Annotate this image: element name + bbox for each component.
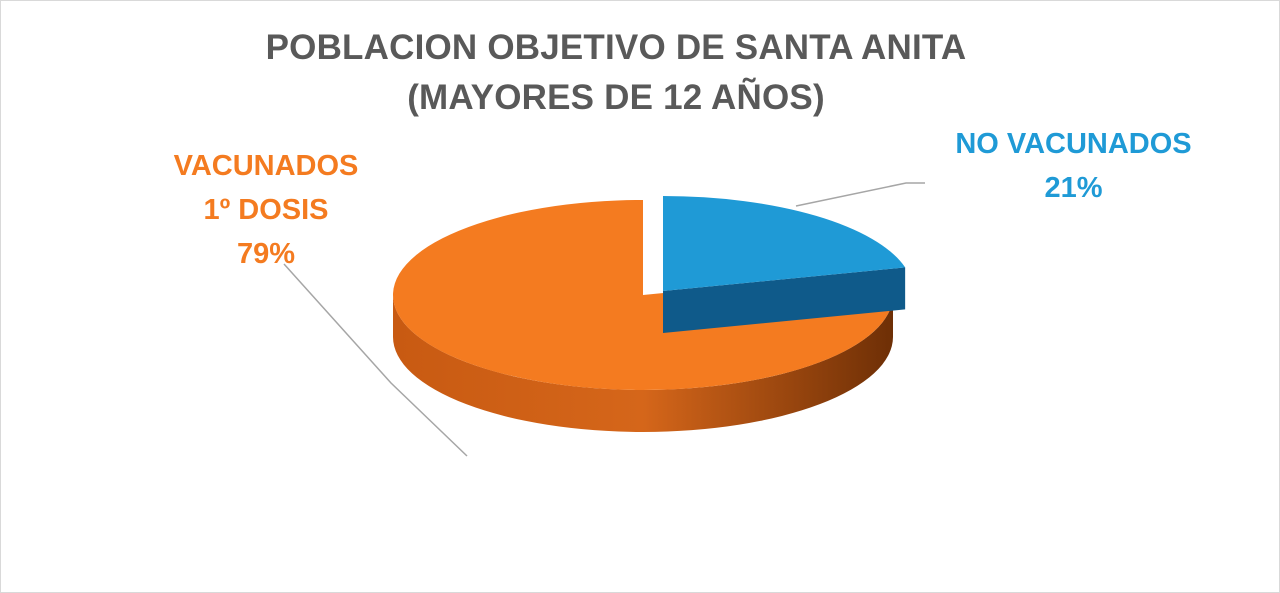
slice-label-vacunados-line1: VACUNADOS bbox=[173, 150, 359, 182]
slice-value-vacunados: 79% bbox=[236, 238, 296, 270]
pie-side-vacunados bbox=[393, 295, 893, 432]
leader-line-vacunados bbox=[283, 263, 468, 457]
slice-label-vacunados-line2: 1º DOSIS bbox=[203, 194, 329, 226]
slice-label-vacunados: VACUNADOS 1º DOSIS 79% bbox=[131, 144, 401, 276]
slice-label-no-vacunados: NO VACUNADOS 21% bbox=[921, 122, 1226, 210]
chart-title: POBLACION OBJETIVO DE SANTA ANITA bbox=[265, 28, 967, 67]
pie-cut-face-no-vacunados bbox=[663, 267, 906, 333]
pie-slice-vacunados bbox=[393, 200, 893, 390]
slice-label-no-vacunados-line1: NO VACUNADOS bbox=[955, 128, 1192, 160]
leader-line-no-vacunados bbox=[795, 182, 925, 207]
chart-subtitle: (MAYORES DE 12 AÑOS) bbox=[407, 78, 825, 117]
pie-slice-no-vacunados bbox=[663, 196, 906, 291]
slice-value-no-vacunados: 21% bbox=[1044, 172, 1103, 204]
